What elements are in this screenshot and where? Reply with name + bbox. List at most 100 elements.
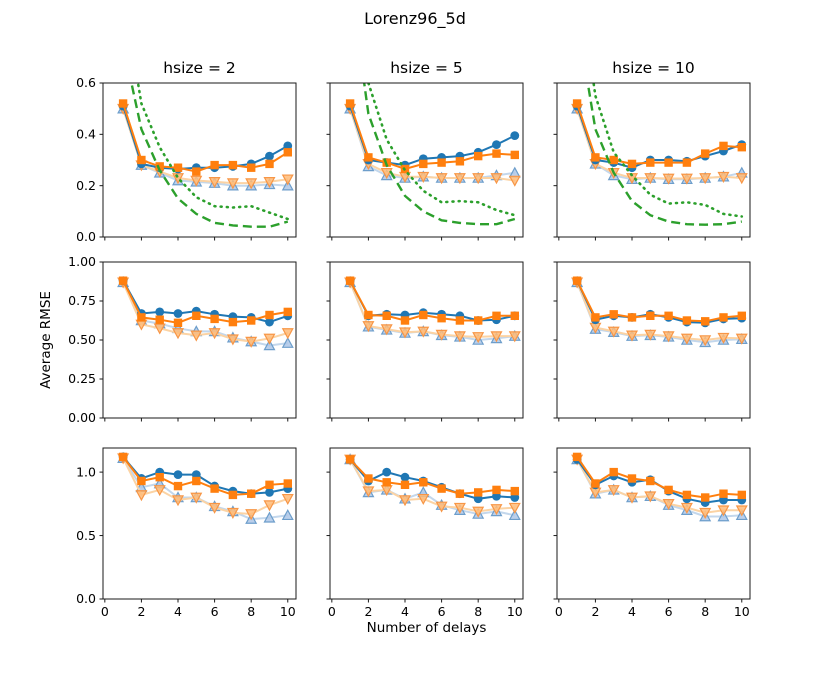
orange_squares-marker xyxy=(510,150,519,160)
orange_squares-marker xyxy=(137,155,146,165)
subplot-r2-c1: 0.00 0.25 0.50 0.75 1.00 xyxy=(68,254,297,425)
lightblue_triangles_up-line xyxy=(349,458,516,517)
y-tick-label: 0.4 xyxy=(76,127,96,142)
blue_circles-line xyxy=(122,456,289,495)
lightorange_triangles_down-marker xyxy=(735,333,748,345)
plot-area xyxy=(571,276,748,348)
lightorange_triangles_down-marker xyxy=(735,505,748,517)
subplot-title-hsize-10: hsize = 10 xyxy=(612,59,695,77)
figure-title: Lorenz96_5d xyxy=(364,9,466,28)
orange_squares-line xyxy=(349,280,515,322)
orange_squares-marker xyxy=(283,479,292,488)
lightorange_triangles_down-line xyxy=(576,108,742,180)
orange_squares-marker xyxy=(155,315,164,324)
x-tick-label: 10 xyxy=(734,604,750,619)
subplot-r1-c2 xyxy=(326,82,524,241)
orange_squares-marker xyxy=(719,141,728,151)
orange_squares-marker xyxy=(701,149,710,158)
blue_circles-marker xyxy=(400,472,410,482)
lightorange_triangles_down-marker xyxy=(490,331,503,343)
lightorange_triangles_down-marker xyxy=(263,177,276,189)
orange_squares-marker xyxy=(364,153,373,162)
x-axis-label: Number of delays xyxy=(366,620,487,636)
lightorange_triangles_down-marker xyxy=(453,331,466,343)
axes-spines xyxy=(329,447,524,600)
orange_squares-marker xyxy=(474,316,483,325)
blue_circles-line xyxy=(576,105,743,169)
orange_squares-marker xyxy=(265,310,274,320)
lightblue_triangles_up-marker xyxy=(281,508,294,521)
orange_squares-line xyxy=(576,103,742,165)
plot-area xyxy=(117,451,294,524)
lightorange_triangles_down-marker xyxy=(508,502,521,514)
lightorange_triangles_down-marker xyxy=(417,493,430,506)
axes-spines xyxy=(102,82,297,238)
x-tick-label: 10 xyxy=(280,604,296,619)
lightorange_triangles_down-marker xyxy=(245,178,258,190)
orange_squares-marker xyxy=(210,160,219,170)
lightorange_triangles_down-marker xyxy=(644,329,657,341)
orange_squares-marker xyxy=(228,317,238,327)
lightorange_triangles_down-marker xyxy=(680,333,693,345)
orange_squares-marker xyxy=(492,485,501,495)
x-tick-label: 4 xyxy=(401,604,409,619)
subplot-r3-c1: 0 2 4 6 8 10 0.0 0.5 1.0 xyxy=(76,447,297,619)
lightorange_triangles_down-marker xyxy=(398,495,412,507)
green_dashed-line xyxy=(130,83,289,228)
orange_squares-line xyxy=(576,280,742,323)
lightorange_triangles_down-marker xyxy=(417,171,430,183)
lightorange_triangles_down-line xyxy=(122,457,289,516)
lightorange_triangles_down-marker xyxy=(662,173,675,185)
axes-spines xyxy=(556,82,751,238)
blue_circles-marker xyxy=(155,307,165,317)
x-tick-label: 8 xyxy=(474,604,482,619)
plot-area xyxy=(344,83,521,226)
lightorange_triangles_down-marker xyxy=(625,492,639,504)
lightorange_triangles_down-marker xyxy=(171,495,185,507)
blue_circles-marker xyxy=(283,141,293,151)
subplot-title-hsize-2: hsize = 2 xyxy=(163,59,236,77)
lightorange_triangles_down-marker xyxy=(717,505,730,517)
lightblue_triangles_up-marker xyxy=(263,339,276,351)
orange_squares-marker xyxy=(572,452,582,462)
lightorange_triangles_down-marker xyxy=(662,499,675,511)
x-tick-label: 2 xyxy=(591,604,599,619)
subplot-r3-c2: 0 2 4 6 8 10 xyxy=(326,447,524,619)
orange_squares-marker xyxy=(345,99,355,108)
green_dashed-line xyxy=(586,83,742,226)
orange_squares-marker xyxy=(492,149,501,158)
lightorange_triangles_down-marker xyxy=(644,491,657,503)
x-tick-label: 0 xyxy=(101,604,109,619)
lightorange_triangles_down-marker xyxy=(362,486,375,498)
orange_squares-marker xyxy=(455,157,465,166)
orange_squares-marker xyxy=(265,480,274,489)
orange_squares-marker xyxy=(627,159,637,169)
lightorange_triangles_down-marker xyxy=(245,509,258,521)
orange_squares-line xyxy=(122,456,288,496)
orange_squares-marker xyxy=(283,307,292,317)
orange_squares-marker xyxy=(682,490,692,500)
y-tick-label: 0.75 xyxy=(68,293,96,308)
orange_squares-marker xyxy=(192,476,201,486)
orange_squares-marker xyxy=(173,318,183,327)
subplot-r1-c3 xyxy=(553,82,751,241)
y-tick-label: 0.0 xyxy=(76,591,96,606)
blue_circles-line xyxy=(576,458,742,504)
orange_squares-marker xyxy=(664,311,673,320)
blue_circles-marker xyxy=(173,309,183,318)
x-tick-label: 2 xyxy=(364,604,372,619)
y-axis-label: Average RMSE xyxy=(38,291,54,389)
x-tick-label: 8 xyxy=(247,604,255,619)
orange_squares-marker xyxy=(210,314,219,324)
orange_squares-marker xyxy=(719,489,728,498)
lightorange_triangles_down-marker xyxy=(472,332,485,344)
y-tick-label: 0.0 xyxy=(76,229,96,244)
lightblue_triangles_up-line xyxy=(122,281,288,347)
blue_circles-line xyxy=(122,280,289,324)
green_dotted-line xyxy=(592,83,744,218)
lightorange_triangles_down-marker xyxy=(226,507,239,519)
lightorange_triangles_down-marker xyxy=(190,492,203,504)
lightorange_triangles_down-marker xyxy=(263,333,276,345)
orange_squares-marker xyxy=(345,276,355,285)
plot-area xyxy=(571,452,748,522)
